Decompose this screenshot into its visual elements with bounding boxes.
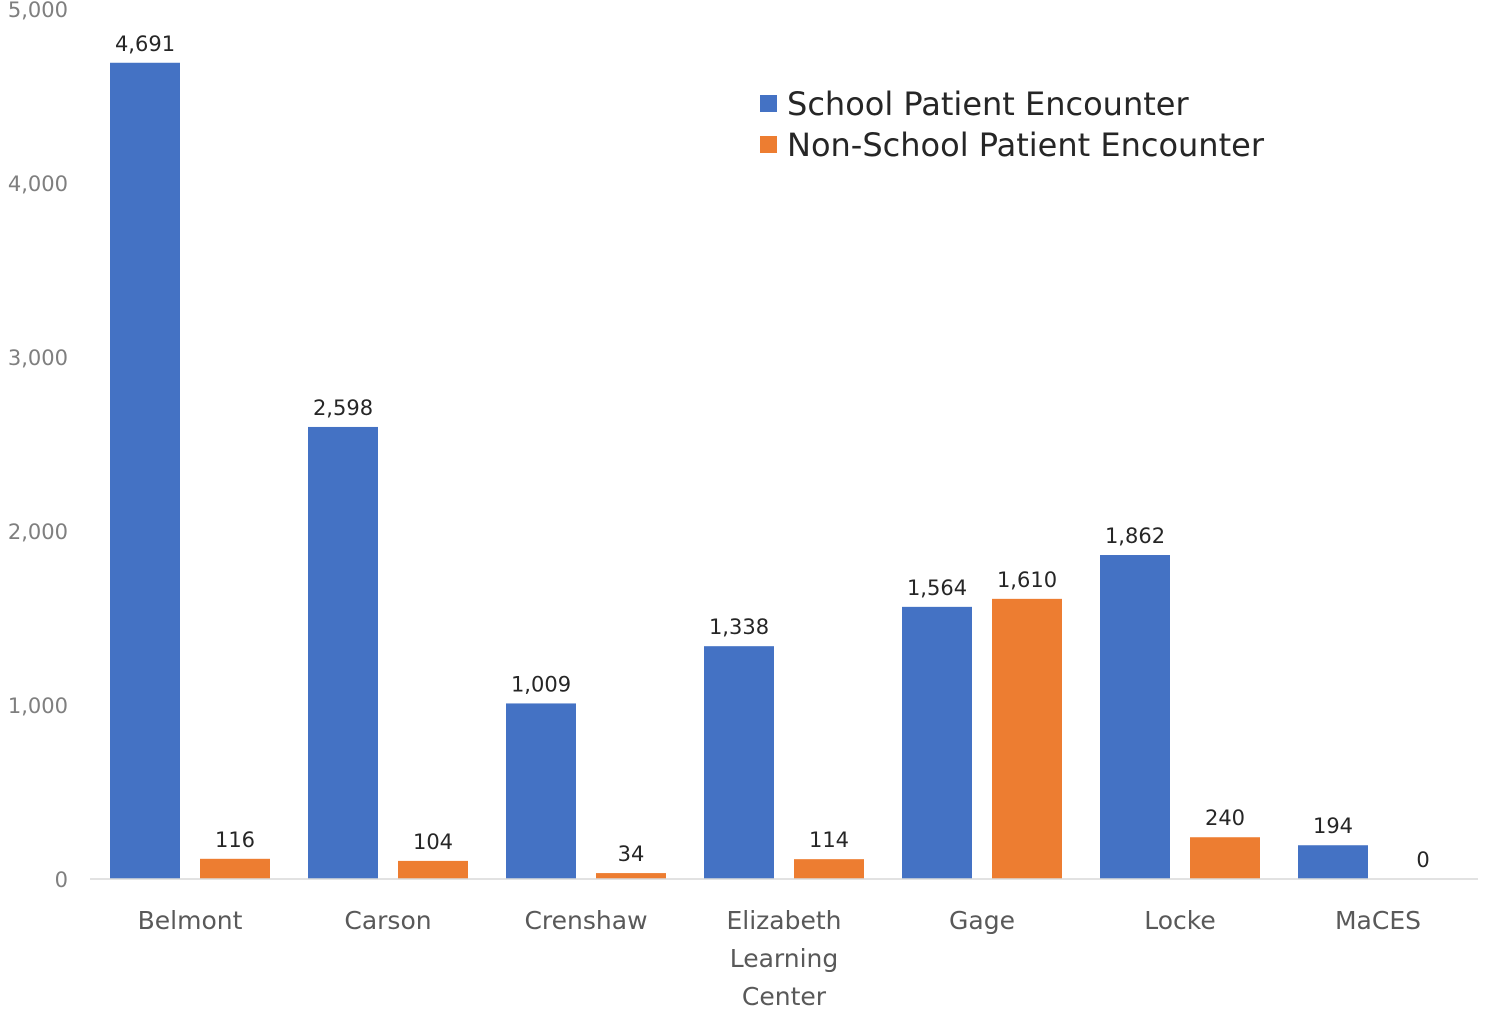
school-bar <box>704 646 774 879</box>
data-labels: 4,691 116 2,598 104 1,009 34 1,338 114 1,564 1,61… <box>115 32 1430 872</box>
y-tick-label: 1,000 <box>8 694 68 718</box>
legend-swatch-school <box>760 95 777 112</box>
non-school-bar <box>398 860 468 879</box>
legend: School Patient Encounter Non-School Pati… <box>760 85 1265 164</box>
x-tick-label-line: MaCES <box>1335 906 1421 935</box>
x-tick-label: Elizabeth Learning Center <box>726 906 841 1009</box>
legend-swatch-non-school <box>760 136 777 153</box>
school-data-label: 1,862 <box>1105 524 1165 548</box>
x-tick-label-line: Learning <box>730 944 839 973</box>
school-data-label: 1,564 <box>907 576 967 600</box>
non-school-data-label: 1,610 <box>997 568 1057 592</box>
x-tick-label-line: Gage <box>949 906 1015 935</box>
y-axis: 0 1,000 2,000 3,000 4,000 5,000 <box>8 0 68 892</box>
school-data-label: 194 <box>1313 814 1353 838</box>
x-tick-label-line: Carson <box>344 906 431 935</box>
school-data-label: 1,009 <box>511 672 571 696</box>
x-tick-label-line: Locke <box>1144 906 1216 935</box>
school-data-label: 2,598 <box>313 396 373 420</box>
y-tick-label: 0 <box>55 868 68 892</box>
y-tick-label: 3,000 <box>8 346 68 370</box>
legend-label-school: School Patient Encounter <box>787 85 1189 123</box>
school-bar <box>1100 555 1170 879</box>
non-school-bar <box>200 858 270 879</box>
y-tick-label: 2,000 <box>8 520 68 544</box>
school-bar <box>110 62 180 880</box>
non-school-bar <box>1190 837 1260 879</box>
non-school-bar <box>596 873 666 879</box>
non-school-data-label: 240 <box>1205 806 1245 830</box>
non-school-data-label: 116 <box>215 828 255 852</box>
y-tick-label: 4,000 <box>8 172 68 196</box>
school-data-label: 4,691 <box>115 32 175 56</box>
x-tick-label: Crenshaw <box>524 906 647 935</box>
non-school-data-label: 34 <box>618 842 645 866</box>
x-tick-label: Belmont <box>138 906 243 935</box>
x-axis: Belmont Carson Crenshaw Elizabeth Learning Ce… <box>138 906 1421 1009</box>
x-tick-label-line: Belmont <box>138 906 243 935</box>
non-school-bar <box>794 859 864 879</box>
x-tick-label: Locke <box>1144 906 1216 935</box>
school-bar <box>506 703 576 879</box>
x-tick-label: MaCES <box>1335 906 1421 935</box>
school-bar <box>902 606 972 879</box>
y-tick-label: 5,000 <box>8 0 68 22</box>
x-tick-label: Carson <box>344 906 431 935</box>
school-bar <box>1298 845 1368 879</box>
non-school-data-label: 104 <box>413 830 453 854</box>
x-tick-label-line: Elizabeth <box>726 906 841 935</box>
x-tick-label: Gage <box>949 906 1015 935</box>
legend-label-non-school: Non-School Patient Encounter <box>787 126 1265 164</box>
school-bar <box>308 426 378 879</box>
non-school-data-label: 114 <box>809 828 849 852</box>
x-tick-label-line: Crenshaw <box>524 906 647 935</box>
non-school-data-label: 0 <box>1416 848 1429 872</box>
school-data-label: 1,338 <box>709 615 769 639</box>
bars <box>110 62 1368 880</box>
x-tick-label-line: Center <box>742 982 827 1009</box>
non-school-bar <box>992 598 1062 879</box>
